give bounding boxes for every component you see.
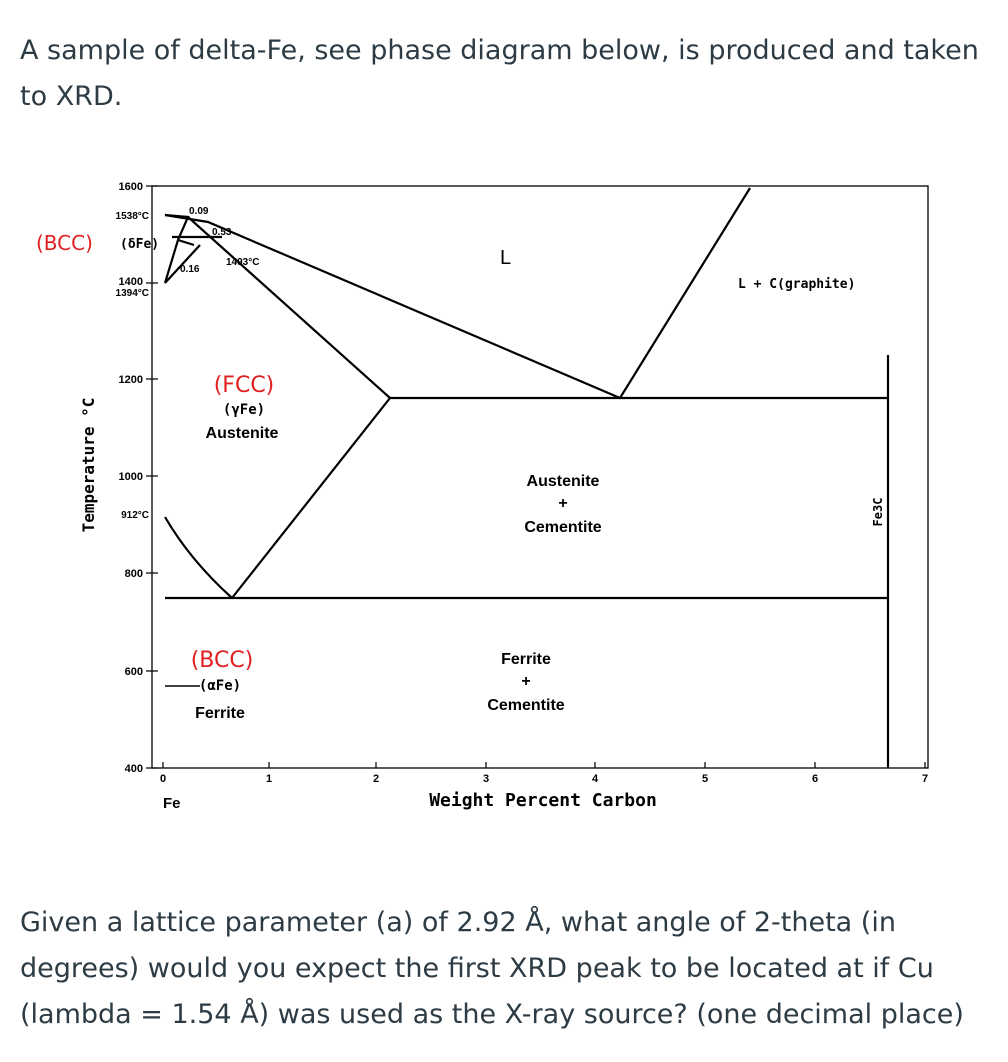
- annotation-fcc: (FCC): [214, 373, 275, 398]
- x-tick-6: 6: [812, 773, 818, 785]
- point-0-53: 0.53: [212, 227, 232, 238]
- region-l-graphite: L + C(graphite): [738, 277, 855, 292]
- x-tick-marks: [162, 762, 926, 768]
- question-intro: A sample of delta-Fe, see phase diagram …: [20, 35, 979, 112]
- temp-mark-1538: 1538°C: [116, 211, 149, 222]
- x-tick-2: 2: [373, 773, 379, 785]
- question-main: Given a lattice parameter (a) of 2.92 Å,…: [20, 907, 964, 1030]
- region-delta-fe: (δFe): [120, 237, 159, 252]
- x-tick-7: 7: [922, 773, 928, 785]
- region-fe3c: Fe3C: [871, 498, 885, 527]
- region-ferrite-cementite-1: Ferrite: [501, 651, 551, 668]
- fe-label: Fe: [163, 795, 181, 812]
- x-tick-3: 3: [483, 773, 489, 785]
- x-tick-1: 1: [266, 773, 272, 785]
- region-ferrite: Ferrite: [195, 705, 245, 722]
- y-tick-600: 600: [125, 666, 143, 678]
- region-austenite-cementite-2: Cementite: [524, 519, 601, 536]
- plot-frame: [151, 185, 929, 769]
- y-axis-title: Temperature °C: [79, 398, 98, 533]
- x-tick-4: 4: [592, 773, 599, 785]
- annotation-bcc-delta: (BCC): [36, 231, 93, 255]
- y-tick-1400: 1400: [119, 276, 143, 288]
- region-alpha-fe: (αFe): [199, 678, 241, 694]
- region-austenite: Austenite: [206, 425, 279, 442]
- region-gamma-fe: (γFe): [223, 402, 265, 418]
- point-1493: 1493°C: [226, 257, 259, 268]
- y-tick-1000: 1000: [119, 471, 143, 483]
- x-tick-5: 5: [702, 773, 708, 785]
- x-tick-0: 0: [160, 773, 166, 785]
- annotation-bcc-alpha: (BCC): [191, 648, 254, 673]
- region-ferrite-cementite-plus: +: [521, 673, 530, 690]
- y-tick-1200: 1200: [119, 374, 143, 386]
- region-austenite-cementite-1: Austenite: [527, 473, 600, 490]
- region-austenite-cementite-plus: +: [558, 495, 567, 512]
- y-tick-800: 800: [125, 568, 143, 580]
- iron-carbon-phase-diagram: 1600 1400 1200 1000 800 600 400 1538°C 1…: [36, 181, 929, 812]
- temp-mark-1394: 1394°C: [116, 288, 149, 299]
- y-tick-1600: 1600: [119, 181, 143, 193]
- x-axis-title: Weight Percent Carbon: [429, 790, 657, 811]
- phase-boundaries: [163, 187, 890, 768]
- region-ferrite-cementite-2: Cementite: [487, 697, 564, 714]
- point-0-09: 0.09: [189, 206, 209, 217]
- temp-mark-912: 912°C: [121, 510, 149, 521]
- region-liquid: L: [500, 247, 511, 269]
- y-tick-marks: [146, 185, 158, 769]
- point-0-16: 0.16: [180, 264, 200, 275]
- y-tick-400: 400: [125, 763, 143, 775]
